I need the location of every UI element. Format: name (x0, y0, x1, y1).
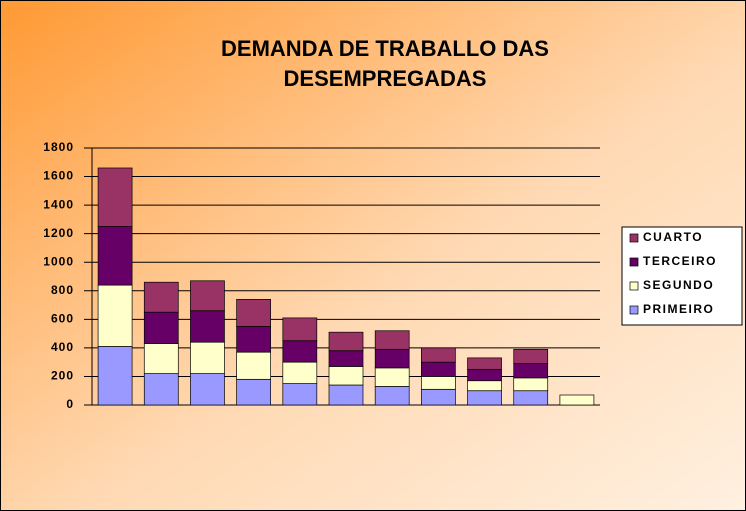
bar-segment (236, 326, 271, 353)
legend-label: TERCEIRO (643, 254, 717, 268)
bar-segment (421, 347, 456, 363)
bar-segment (282, 340, 318, 363)
legend-swatch (629, 257, 639, 267)
bar-segment (513, 348, 549, 364)
bar-segment (190, 310, 225, 343)
bar-segment (328, 350, 364, 367)
bar-segment (97, 226, 133, 286)
legend-swatch (629, 233, 639, 243)
y-tick-label: 1600 (43, 169, 74, 183)
bar-segment (97, 346, 133, 406)
y-tick-label: 0 (66, 397, 74, 411)
chart-title: DEMANDA DE TRABALLO DAS DESEMPREGADAS (221, 36, 549, 91)
bar-segment (97, 284, 133, 347)
bar-segment (328, 331, 364, 352)
bar-segment (282, 383, 318, 406)
bar-segment (421, 376, 456, 390)
y-tick-label: 1400 (43, 197, 74, 211)
bar-segment (328, 384, 364, 406)
legend-label: CUARTO (643, 230, 703, 244)
bar-segment (143, 281, 179, 313)
bar-segment (467, 390, 502, 406)
y-tick-label: 1200 (43, 226, 74, 240)
bar-segment (467, 357, 502, 370)
y-tick-label: 800 (51, 283, 74, 297)
y-tick-label: 1800 (43, 140, 74, 154)
bar-segment (374, 386, 410, 406)
bar-segment (236, 351, 271, 380)
bar-segment (282, 361, 318, 384)
bar-segment (97, 167, 133, 227)
y-tick-label: 1000 (43, 254, 74, 268)
legend-label: PRIMEIRO (643, 302, 714, 316)
legend-box (621, 226, 743, 326)
bar-segment (467, 380, 502, 392)
legend-swatch (629, 281, 639, 291)
bar-segment (559, 394, 595, 406)
bar-segment (143, 373, 179, 406)
bar-segment (190, 280, 225, 312)
bar-segment (190, 341, 225, 374)
legend-swatch (629, 305, 639, 315)
y-tick-label: 600 (51, 312, 74, 326)
y-tick-label: 200 (51, 369, 74, 383)
bar-segment (236, 298, 271, 327)
bar-segment (282, 317, 318, 342)
bar-segment (143, 311, 179, 344)
bar-segment (190, 373, 225, 406)
bar-segment (143, 343, 179, 374)
y-tick-label: 400 (51, 340, 74, 354)
bar-segment (374, 330, 410, 350)
bar-segment (328, 366, 364, 386)
bar-segment (513, 390, 549, 406)
bar-segment (421, 361, 456, 377)
legend-label: SEGUNDO (643, 278, 714, 292)
bar-segment (421, 388, 456, 406)
bar-segment (513, 377, 549, 392)
bar-segment (236, 378, 271, 406)
bar-segment (374, 348, 410, 369)
bar-segment (374, 367, 410, 387)
bar-segment (513, 363, 549, 379)
bar-segment (467, 368, 502, 382)
